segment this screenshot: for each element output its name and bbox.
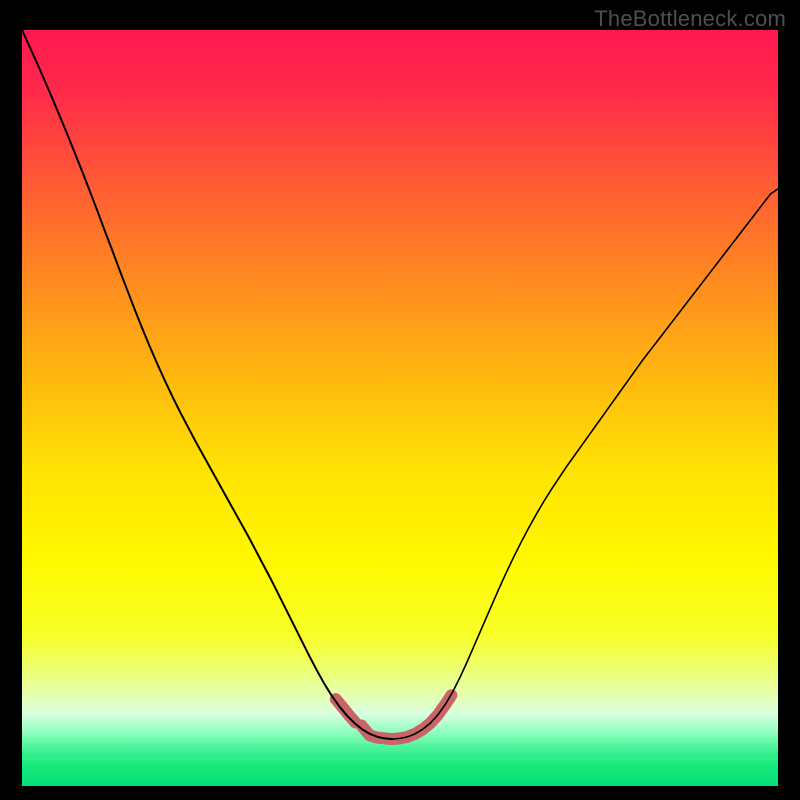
chart-svg xyxy=(22,30,778,786)
watermark-text: TheBottleneck.com xyxy=(594,6,786,32)
chart-background xyxy=(22,30,778,786)
chart-plot-area xyxy=(22,30,778,786)
